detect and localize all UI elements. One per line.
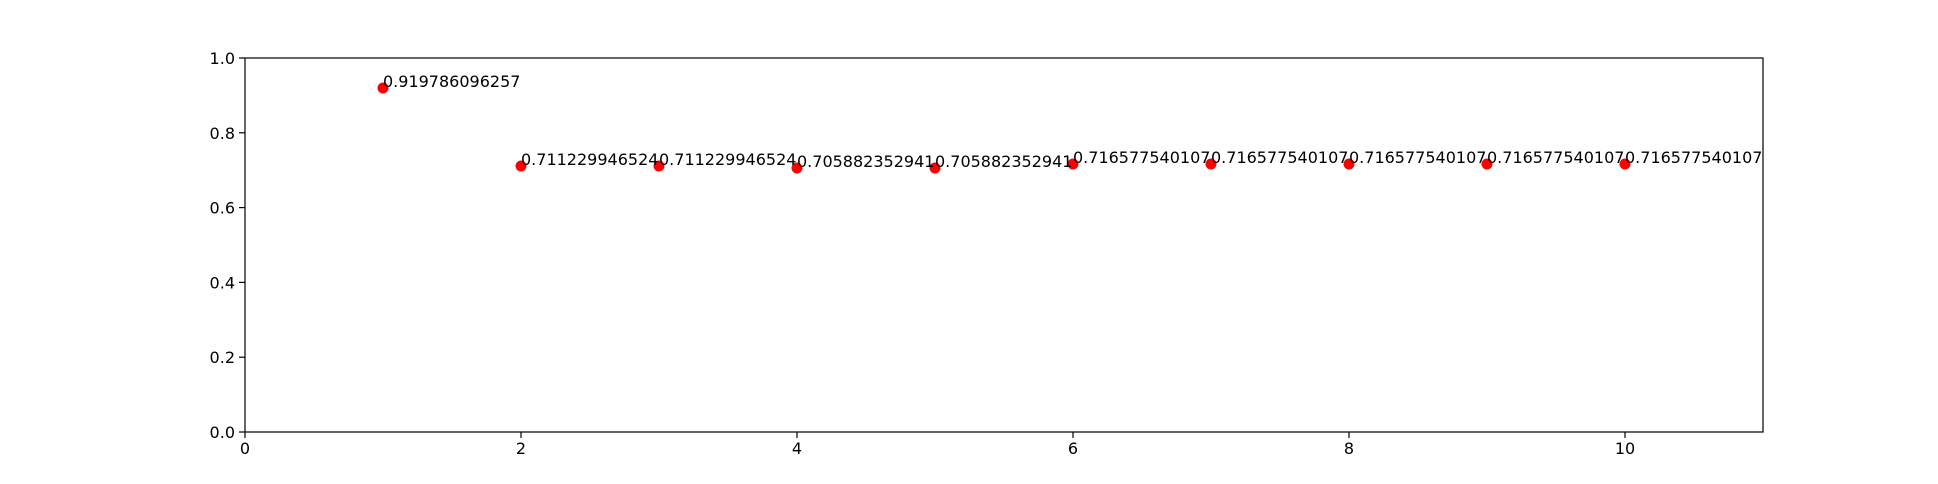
y-tick-label: 0.0: [210, 423, 235, 442]
data-point: [791, 162, 803, 174]
data-point-label: 0.716577540107: [1625, 148, 1762, 167]
data-point: [515, 160, 527, 172]
data-points: [377, 82, 1631, 174]
x-tick-label: 2: [516, 439, 526, 458]
x-axis: 0 2 4 6 8 10: [240, 432, 1635, 458]
y-tick-label: 0.2: [210, 348, 235, 367]
data-point: [929, 162, 941, 174]
data-point: [377, 82, 389, 94]
data-point: [1343, 158, 1355, 170]
y-tick-label: 0.8: [210, 124, 235, 143]
x-tick-label: 4: [792, 439, 802, 458]
data-labels: 0.919786096257 0.711229946524 0.7112299465…: [383, 72, 1762, 171]
y-axis: 0.0 0.2 0.4 0.6 0.8 1.0: [210, 49, 245, 442]
data-point-label: 0.919786096257: [383, 72, 520, 91]
data-point: [1619, 158, 1631, 170]
x-tick-label: 10: [1615, 439, 1635, 458]
data-point-label: 0.705882352941: [797, 152, 934, 171]
data-point: [653, 160, 665, 172]
data-point: [1067, 158, 1079, 170]
data-point-label: 0.711229946524: [659, 150, 796, 169]
y-tick-label: 0.4: [210, 273, 235, 292]
data-point-label: 0.711229946524: [521, 150, 658, 169]
plot-frame: [244, 57, 1764, 433]
data-point: [1205, 158, 1217, 170]
x-tick-label: 8: [1344, 439, 1354, 458]
y-tick-label: 0.6: [210, 199, 235, 218]
data-point-label: 0.705882352941: [935, 152, 1072, 171]
x-tick-label: 0: [240, 439, 250, 458]
data-point-label: 0.716577540107: [1211, 148, 1348, 167]
y-tick-label: 1.0: [210, 49, 235, 68]
data-point-label: 0.716577540107: [1487, 148, 1624, 167]
data-point-label: 0.716577540107: [1349, 148, 1486, 167]
data-point-label: 0.716577540107: [1073, 148, 1210, 167]
x-tick-label: 6: [1068, 439, 1078, 458]
data-point: [1481, 158, 1493, 170]
